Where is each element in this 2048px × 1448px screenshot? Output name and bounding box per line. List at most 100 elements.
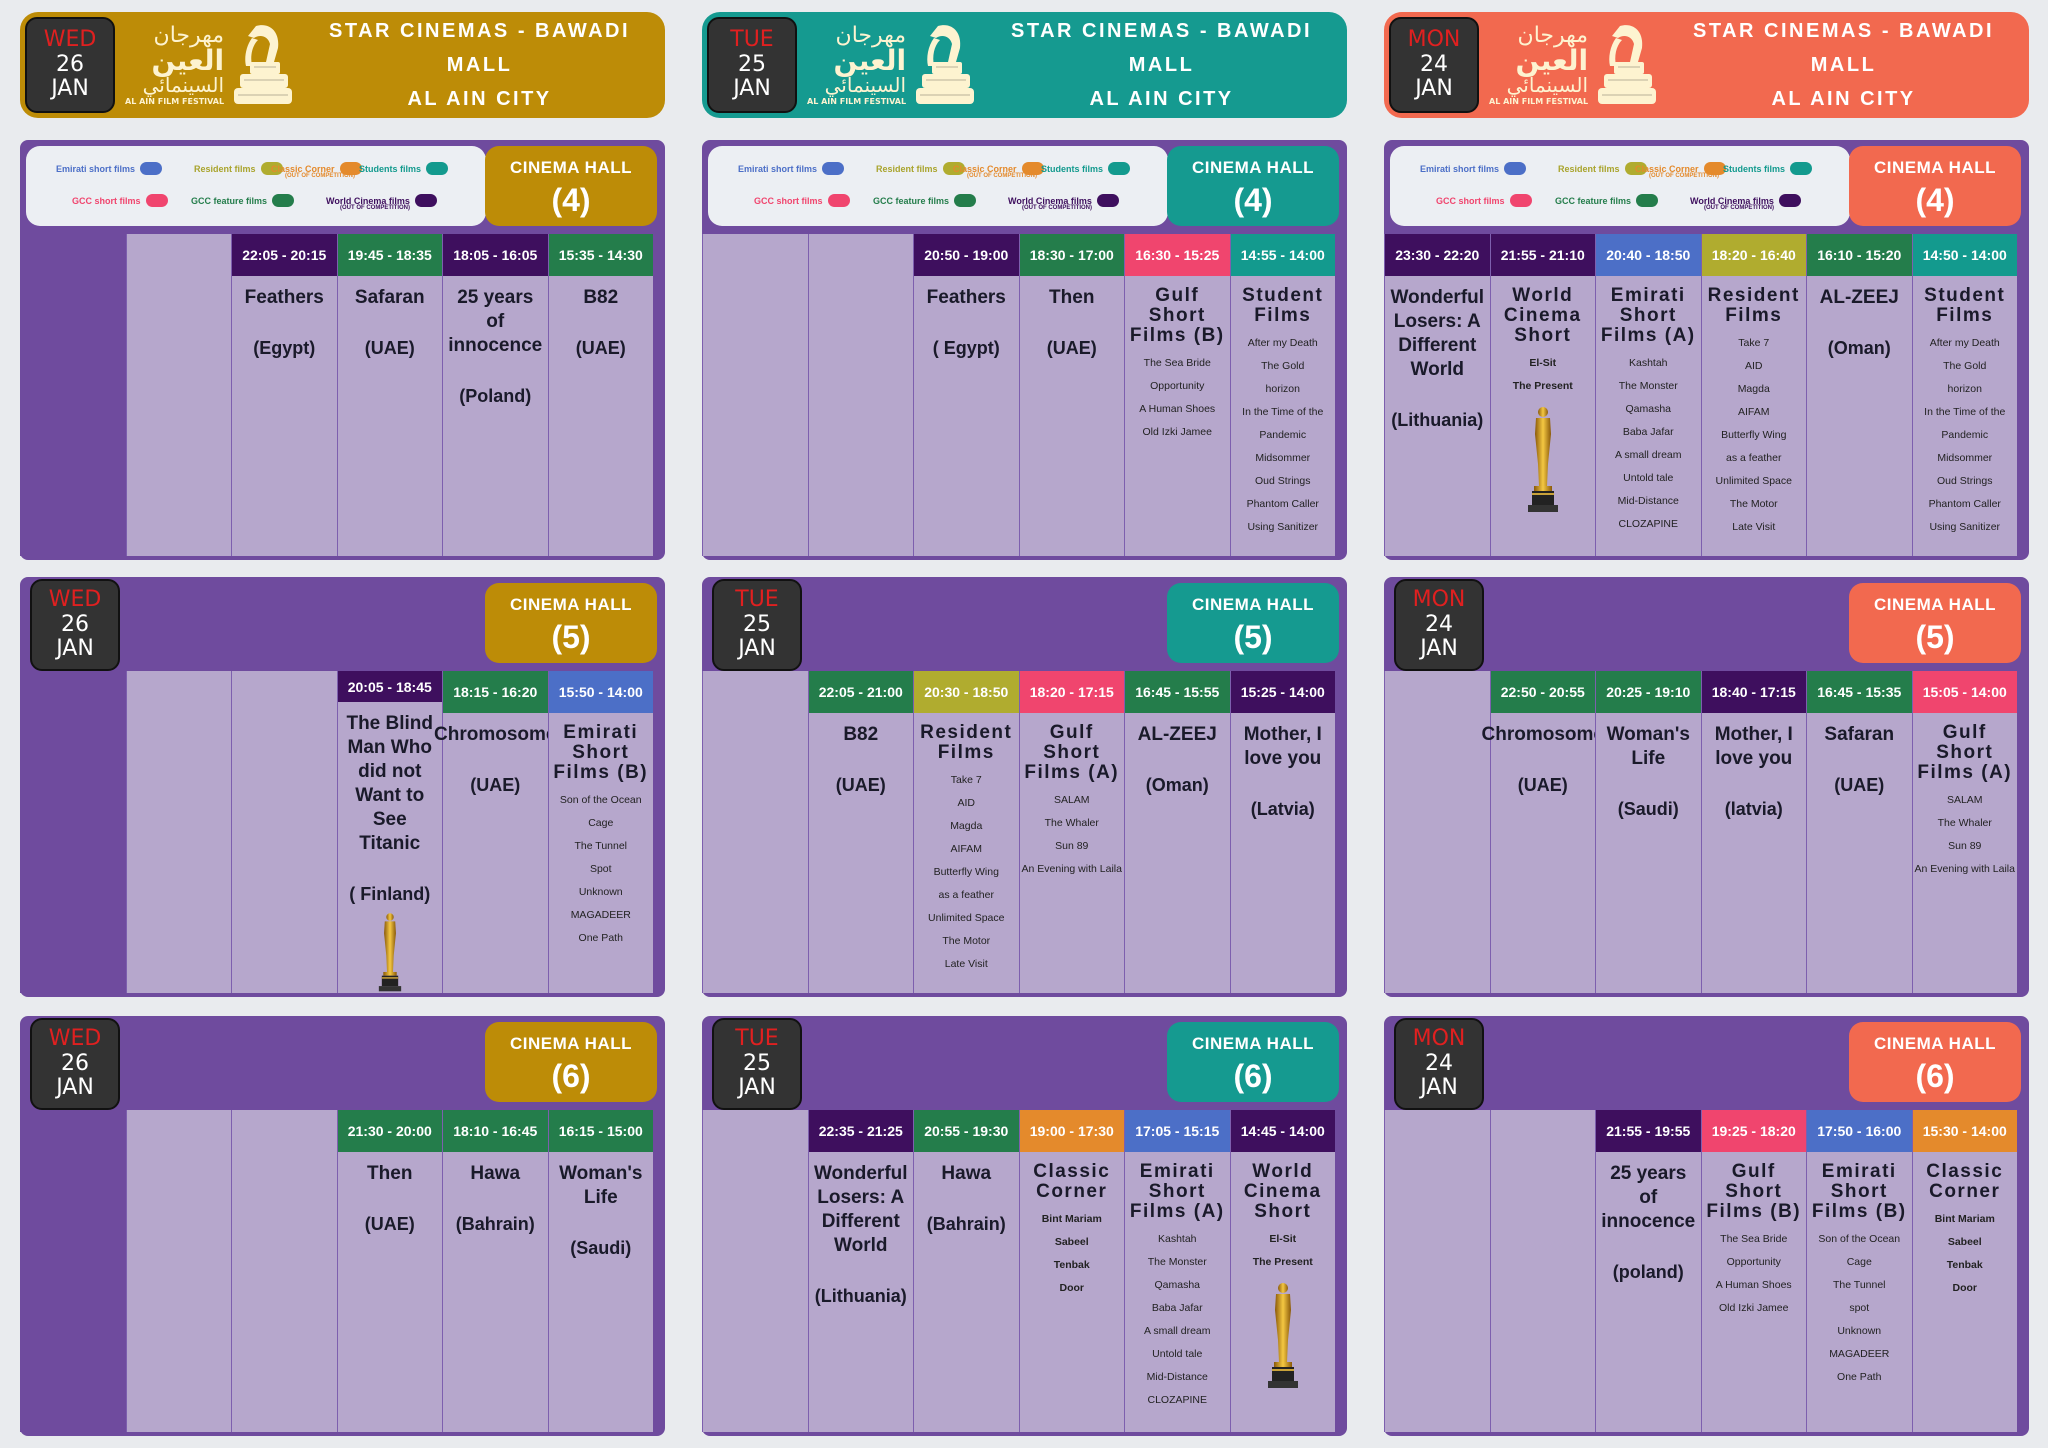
screening-slot[interactable]: 20:30 - 18:50 Resident Films Take 7 AID Magd… — [913, 671, 1019, 993]
film-title: Gulf Short Films (A) — [1024, 722, 1120, 783]
program-film: Sabeel — [1054, 1236, 1089, 1248]
screening-slot[interactable]: 16:15 - 15:00 Woman's Life (Saudi) — [547, 1110, 653, 1432]
screening-slot[interactable]: 18:05 - 16:05 25 years of innocence (Polan… — [442, 234, 548, 556]
screening-slot[interactable]: 22:35 - 21:25 Wonderful Losers: A Differe… — [807, 1110, 913, 1432]
screening-slot[interactable]: 15:05 - 14:00 Gulf Short Films (A) SALAM Th… — [1911, 671, 2017, 993]
hall-panel-4: Emirati short films Resident films Classic… — [20, 140, 665, 560]
program-film: SALAM — [1946, 794, 1983, 806]
film-country: (Lithuania) — [814, 1286, 907, 1306]
screening-slot[interactable]: 23:30 - 22:20 Wonderful Losers: A Differe… — [1384, 234, 1490, 556]
program-film: The Monster — [1147, 1256, 1207, 1268]
screening-slot[interactable]: 15:25 - 14:00 Mother, I love you (Latvia) — [1229, 671, 1335, 993]
legend-label: Students films — [1041, 163, 1104, 174]
showtime: 18:05 - 16:05 — [443, 234, 548, 276]
screening-slot[interactable]: 15:50 - 14:00 Emirati Short Films (B) Son … — [547, 671, 653, 993]
film-title: Chromosome — [434, 724, 557, 745]
screening-slot[interactable]: 16:10 - 15:20 AL-ZEEJ (Oman) — [1806, 234, 1912, 556]
date-badge: WED 26 JAN — [30, 579, 120, 671]
legend-note: (OUT OF COMPETITION) — [1022, 205, 1092, 211]
screening-slot[interactable]: 16:45 - 15:55 AL-ZEEJ (Oman) — [1124, 671, 1230, 993]
screening-slot[interactable]: 20:05 - 18:45 The Blind Man Who did not W… — [336, 671, 442, 993]
falcon-film-reel-icon — [234, 25, 293, 104]
legend-swatch — [1703, 162, 1726, 175]
program-film: Unknown — [1837, 1325, 1882, 1337]
legend-label: Students films — [1723, 163, 1786, 174]
hall-number: (4) — [1233, 182, 1273, 218]
film-title: Mother, I love you — [1714, 724, 1793, 769]
program-film: One Path — [1837, 1371, 1882, 1383]
hall-number: (5) — [1915, 619, 1955, 655]
day-number: 24 — [1425, 611, 1453, 637]
program-film: Unlimited Space — [928, 912, 1005, 924]
hall-number: (4) — [551, 182, 591, 218]
program-film: Opportunity — [1726, 1256, 1781, 1268]
program-film: Unlimited Space — [1715, 475, 1792, 487]
film-title: Hawa — [470, 1163, 521, 1184]
screening-slot[interactable]: 16:30 - 15:25 Gulf Short Films (B) The Sea… — [1124, 234, 1230, 556]
screening-slot[interactable]: 17:50 - 16:00 Emirati Short Films (B) Son … — [1806, 1110, 1912, 1432]
legend-label: World Cinema films — [1690, 195, 1774, 206]
screening-slot[interactable]: 18:30 - 17:00 Then (UAE) — [1018, 234, 1124, 556]
screening-slot[interactable]: 16:45 - 15:35 Safaran (UAE) — [1806, 671, 1912, 993]
program-film: Door — [1059, 1282, 1085, 1294]
day-of-week: WED — [48, 587, 102, 613]
screening-slot[interactable]: 20:55 - 19:30 Hawa (Bahrain) — [913, 1110, 1019, 1432]
screening-slot[interactable]: 18:15 - 16:20 Chromosome (UAE) — [434, 671, 556, 993]
program-film: The Motor — [1729, 498, 1778, 510]
empty-slot — [231, 1110, 337, 1432]
screening-slot[interactable]: 17:05 - 15:15 Emirati Short Films (A) Kash… — [1124, 1110, 1230, 1432]
screening-slot[interactable]: 18:20 - 17:15 Gulf Short Films (A) SALAM Th… — [1018, 671, 1124, 993]
screening-slot[interactable]: 19:00 - 17:30 Classic Corner Bint Mariam Sa… — [1018, 1110, 1124, 1432]
screening-slot[interactable]: 22:50 - 20:55 Chromosome (UAE) — [1482, 671, 1604, 993]
screening-slot[interactable]: 15:30 - 14:00 Classic Corner Bint Mariam Sa… — [1911, 1110, 2017, 1432]
screening-slot[interactable]: 20:40 - 18:50 Emirati Short Films (A) Kash… — [1595, 234, 1701, 556]
screening-slot[interactable]: 20:50 - 19:00 Feathers ( Egypt) — [913, 234, 1019, 556]
screening-slot[interactable]: 21:55 - 21:10 World Cinema Short El-Sit The… — [1489, 234, 1595, 556]
showtime: 16:30 - 15:25 — [1125, 234, 1230, 276]
program-film: Kashtah — [1157, 1233, 1197, 1245]
program-film: Tenbak — [1946, 1259, 1983, 1271]
program-film: horizon — [1947, 383, 1982, 395]
screening-slot[interactable]: 15:35 - 14:30 B82 (UAE) — [547, 234, 653, 556]
screening-slot[interactable]: 18:40 - 17:15 Mother, I love you (latvia) — [1700, 671, 1806, 993]
legend-note: (OUT OF COMPETITION) — [340, 205, 410, 211]
film-title: Resident Films — [1707, 285, 1800, 326]
program-film: spot — [1849, 1302, 1870, 1314]
program-film-list: SALAM The Whaler Sun 89 An Evening with Lai… — [1915, 789, 2015, 881]
screening-slot[interactable]: 20:25 - 19:10 Woman's Life (Saudi) — [1595, 671, 1701, 993]
screening-slot[interactable]: 21:30 - 20:00 Then (UAE) — [336, 1110, 442, 1432]
film-country: (UAE) — [1517, 775, 1568, 795]
film-title: Emirati Short Films (B) — [553, 722, 649, 783]
legend-swatch — [414, 194, 437, 207]
screening-slot[interactable]: 19:45 - 18:35 Safaran (UAE) — [336, 234, 442, 556]
cinema-hall-badge: CINEMA HALL (6) — [1849, 1022, 2021, 1102]
screening-slot[interactable]: 21:55 - 19:55 25 years of innocence (polan… — [1595, 1110, 1701, 1432]
hall-header: MON 24 JAN CINEMA HALL (5) — [1384, 577, 2029, 671]
film-title: Then — [367, 1163, 413, 1184]
hall-label: CINEMA HALL — [1874, 595, 1996, 614]
legend-item-world: World Cinema films (OUT OF COMPETITION) — [326, 194, 437, 211]
hall-number: (5) — [551, 619, 591, 655]
film-title: Mother, I love you — [1243, 724, 1322, 769]
showtime: 18:30 - 17:00 — [1019, 234, 1124, 276]
logo-text: مهرجان العين السينمائي AL AIN FILM FESTIVAL — [1489, 24, 1588, 106]
venue-name: STAR CINEMAS - BAWADI MALL — [329, 20, 631, 76]
screening-slot[interactable]: 14:50 - 14:00 Student Films After my Death… — [1911, 234, 2017, 556]
falcon-film-reel-icon — [1598, 25, 1657, 104]
program-film: A Human Shoes — [1139, 403, 1216, 415]
legend-swatch — [1096, 194, 1119, 207]
screening-slot[interactable]: 22:05 - 21:00 B82 (UAE) — [807, 671, 913, 993]
logo-arabic-line1: مهرجان — [153, 22, 225, 48]
legend-item-gcc-feature: GCC feature films — [1555, 194, 1659, 207]
program-film-list: Bint Mariam Sabeel Tenbak Door — [1935, 1208, 1995, 1300]
screening-slot[interactable]: 14:55 - 14:00 Student Films After my Death… — [1229, 234, 1335, 556]
program-film: Phantom Caller — [1246, 498, 1319, 510]
screening-slot[interactable]: 18:20 - 16:40 Resident Films Take 7 AID Magd… — [1700, 234, 1806, 556]
screening-slot[interactable]: 14:45 - 14:00 World Cinema Short El-Sit The… — [1229, 1110, 1335, 1432]
program-film: as a feather — [1726, 452, 1782, 464]
screening-slot[interactable]: 22:05 - 20:15 Feathers (Egypt) — [231, 234, 337, 556]
logo-arabic-line2: العين — [833, 43, 907, 77]
screening-slot[interactable]: 18:10 - 16:45 Hawa (Bahrain) — [442, 1110, 548, 1432]
screening-slot[interactable]: 19:25 - 18:20 Gulf Short Films (B) The Sea… — [1700, 1110, 1806, 1432]
date-badge: MON 24 JAN — [1394, 579, 1484, 671]
